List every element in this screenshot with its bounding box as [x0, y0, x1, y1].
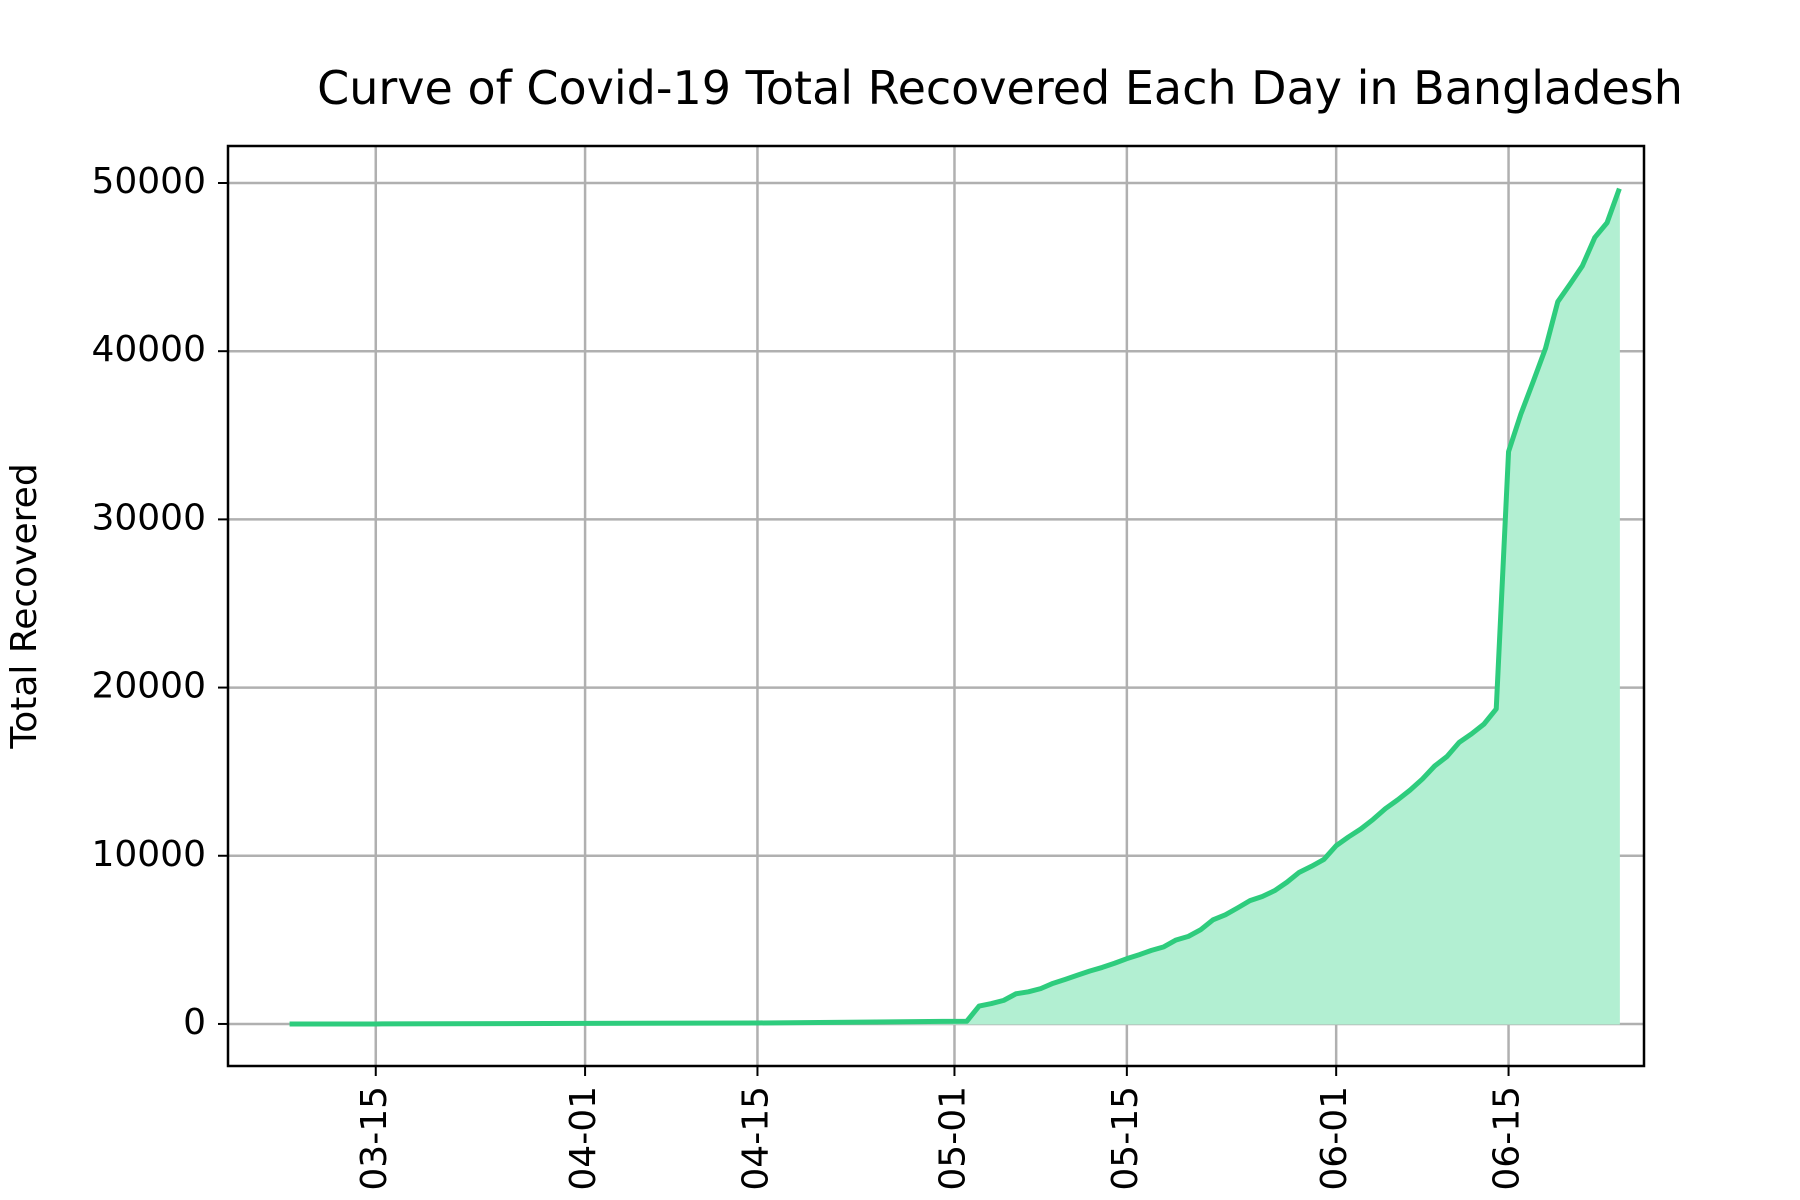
- x-tick-label: 06-15: [1487, 1086, 1528, 1191]
- y-axis-label: Total Recovered: [4, 463, 45, 749]
- x-tick-label: 06-01: [1314, 1086, 1355, 1191]
- y-tick-label: 30000: [91, 497, 206, 538]
- recovered-line: [289, 187, 1622, 1027]
- y-tick-label: 50000: [91, 161, 206, 202]
- x-tick-label: 03-15: [354, 1086, 395, 1191]
- x-tick-label: 05-01: [932, 1086, 973, 1191]
- x-tick-label: 04-15: [735, 1086, 776, 1191]
- line-layer: [289, 187, 1622, 1027]
- chart-title: Curve of Covid-19 Total Recovered Each D…: [317, 61, 1683, 115]
- y-tick-label: 20000: [91, 666, 206, 707]
- x-tick-label: 05-15: [1105, 1086, 1146, 1191]
- y-ticks: 0 10000 20000 30000 40000 50000: [91, 161, 228, 1043]
- x-ticks: 03-15 04-01 04-15 05-01 05-15 06-01 06-15: [354, 1066, 1528, 1191]
- x-grid: [374, 146, 1510, 1066]
- plot-frame: [226, 144, 1646, 1068]
- x-tick-label: 04-01: [563, 1086, 604, 1191]
- y-tick-label: 0: [183, 1002, 206, 1043]
- y-tick-label: 10000: [91, 834, 206, 875]
- y-tick-label: 40000: [91, 329, 206, 370]
